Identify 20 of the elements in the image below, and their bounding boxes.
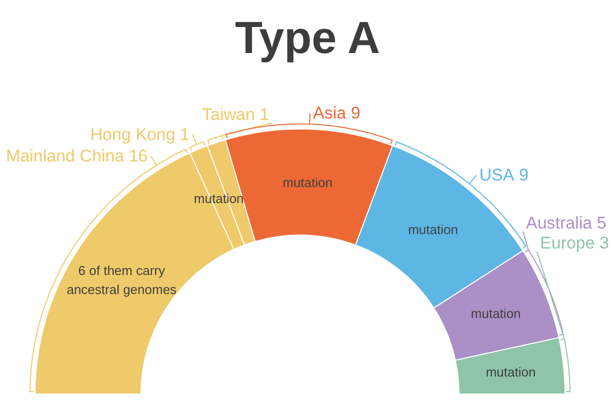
text: mutation (408, 221, 458, 236)
data-label: 9 (350, 104, 360, 123)
text: mutation (470, 305, 521, 320)
data-label: 1 (260, 104, 270, 124)
slice-label: Australia (526, 214, 593, 233)
data-label: 9 (518, 166, 528, 185)
data-label: 5 (596, 214, 606, 233)
slice-label: Europe (540, 234, 595, 253)
text: mutation (486, 364, 536, 379)
slice-label: USA (479, 166, 515, 185)
chart-title: Type A (234, 12, 382, 64)
text: 6 of them carry ancestral genomes (66, 262, 177, 296)
slice-label: Taiwan (202, 104, 255, 124)
data-label: 1 (180, 124, 190, 144)
slice-label: Mainland China (6, 146, 125, 166)
slice-label: Asia (313, 104, 347, 123)
data-label: 3 (600, 234, 610, 253)
data-label: 16 (128, 146, 148, 166)
text: mutation (282, 174, 333, 190)
legend-label: Hong Kong (90, 124, 176, 144)
